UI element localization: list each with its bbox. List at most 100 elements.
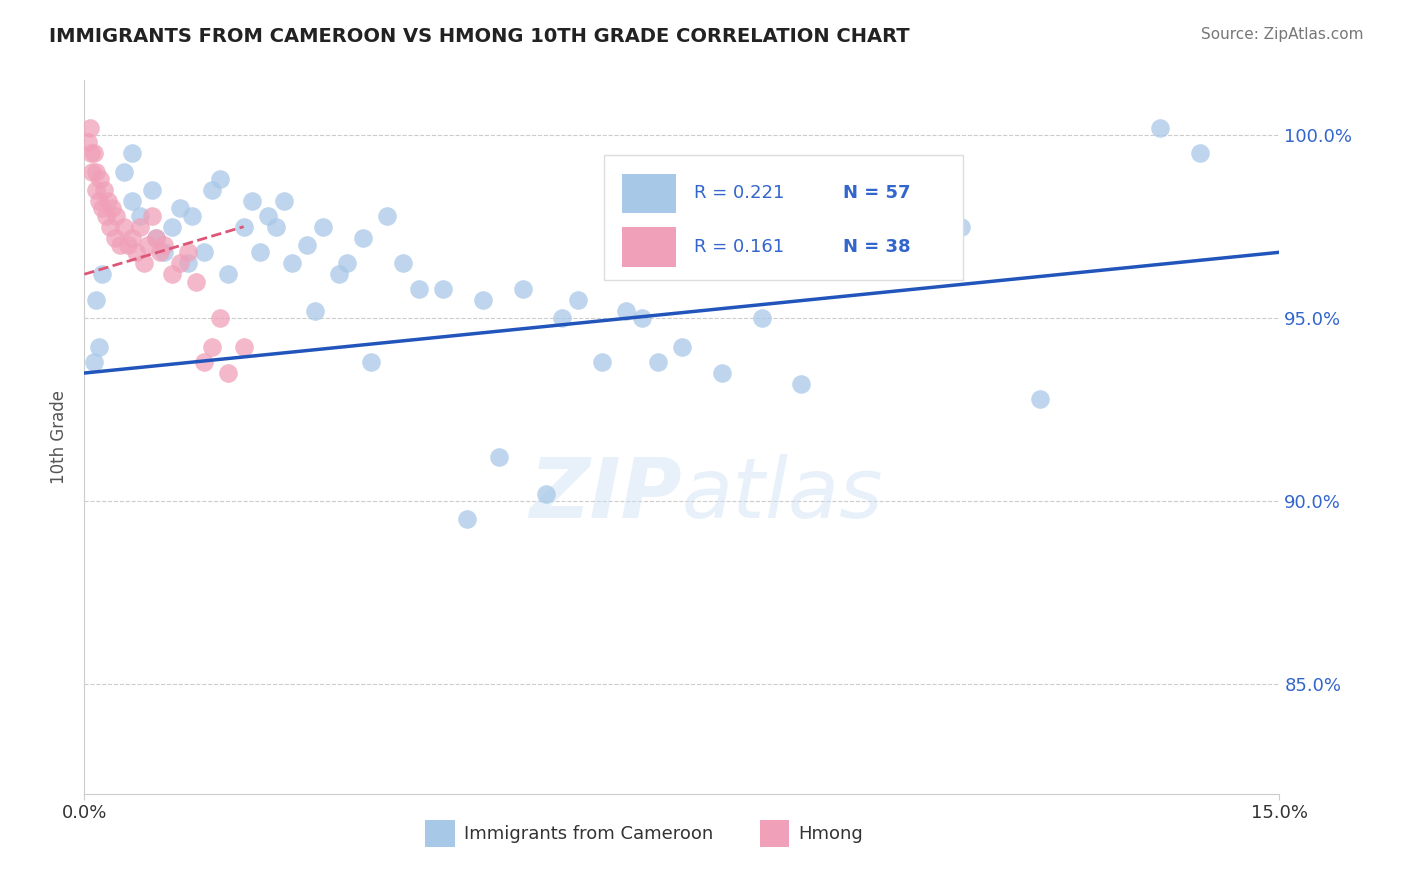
FancyBboxPatch shape [605, 155, 963, 280]
Point [1188, 146, 1211, 161]
Point [273, 194, 295, 208]
Point [408, 282, 430, 296]
Point [89, 172, 111, 186]
Point [256, 209, 278, 223]
Point [536, 487, 558, 501]
Point [84, 165, 107, 179]
Point [217, 267, 239, 281]
Point [83, 146, 105, 161]
Text: atlas: atlas [682, 454, 883, 534]
Bar [759, 821, 790, 847]
Point [949, 219, 972, 234]
Point [1029, 392, 1052, 406]
Text: ZIP: ZIP [529, 454, 682, 534]
Point [83, 355, 105, 369]
Point [97, 194, 120, 208]
Point [177, 245, 200, 260]
Point [392, 256, 415, 270]
Point [117, 238, 139, 252]
Point [82, 165, 104, 179]
Point [112, 219, 135, 234]
Point [488, 450, 510, 465]
Point [1149, 120, 1171, 135]
Bar [623, 227, 676, 267]
Point [232, 219, 254, 234]
Point [87, 340, 110, 354]
Point [375, 209, 398, 223]
Point [232, 340, 254, 354]
Point [169, 256, 191, 270]
Point [551, 311, 574, 326]
Point [432, 282, 454, 296]
Point [297, 238, 319, 252]
Point [591, 355, 613, 369]
Point [93, 183, 115, 197]
Point [751, 311, 773, 326]
Point [98, 219, 121, 234]
Point [870, 245, 893, 260]
Point [90, 202, 112, 216]
Point [631, 311, 654, 326]
Point [169, 202, 191, 216]
Point [328, 267, 350, 281]
Point [264, 219, 287, 234]
Point [149, 245, 172, 260]
Point [129, 219, 152, 234]
Point [86, 293, 108, 307]
Point [110, 238, 132, 252]
Point [710, 366, 733, 380]
Point [208, 172, 231, 186]
Point [79, 120, 101, 135]
Point [145, 230, 167, 244]
Point [193, 245, 215, 260]
Text: Immigrants from Cameroon: Immigrants from Cameroon [464, 825, 714, 843]
Point [181, 209, 204, 223]
Text: Hmong: Hmong [797, 825, 863, 843]
Y-axis label: 10th Grade: 10th Grade [51, 390, 69, 484]
Point [201, 340, 224, 354]
Point [177, 256, 200, 270]
Text: R = 0.221: R = 0.221 [695, 184, 785, 202]
Point [360, 355, 382, 369]
Point [77, 136, 100, 150]
Point [336, 256, 359, 270]
Point [112, 165, 135, 179]
Point [94, 209, 117, 223]
Point [184, 275, 207, 289]
Point [240, 194, 263, 208]
Point [160, 219, 183, 234]
Point [87, 194, 110, 208]
Point [121, 146, 143, 161]
Point [456, 512, 478, 526]
Text: Source: ZipAtlas.com: Source: ZipAtlas.com [1201, 27, 1364, 42]
Point [141, 209, 163, 223]
Point [217, 366, 239, 380]
Point [101, 202, 124, 216]
Point [647, 355, 669, 369]
Point [671, 340, 693, 354]
Text: N = 57: N = 57 [844, 184, 911, 202]
Point [471, 293, 494, 307]
Point [160, 267, 183, 281]
Point [104, 230, 127, 244]
Point [125, 245, 148, 260]
Point [105, 209, 128, 223]
Point [208, 311, 231, 326]
Point [304, 303, 326, 318]
Point [153, 245, 176, 260]
Point [132, 256, 156, 270]
Point [193, 355, 215, 369]
Point [80, 146, 103, 161]
Bar [623, 174, 676, 213]
Point [790, 377, 813, 392]
Point [121, 230, 143, 244]
Point [280, 256, 302, 270]
Point [312, 219, 335, 234]
Point [129, 209, 152, 223]
Text: R = 0.161: R = 0.161 [695, 238, 785, 256]
Point [201, 183, 224, 197]
Point [86, 183, 108, 197]
Point [141, 183, 163, 197]
Text: N = 38: N = 38 [844, 238, 911, 256]
Point [145, 230, 167, 244]
